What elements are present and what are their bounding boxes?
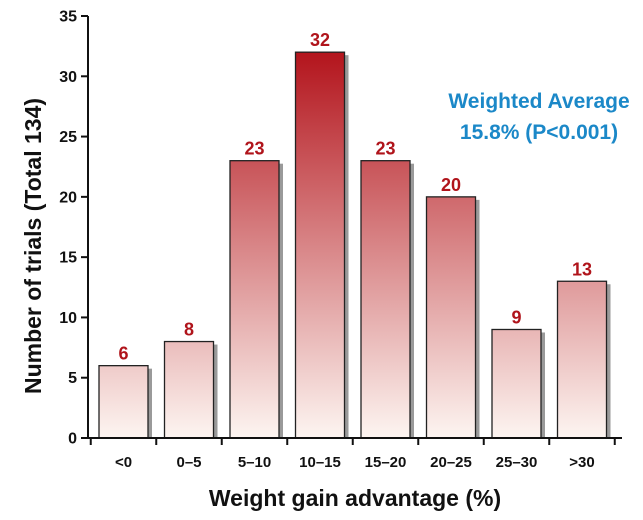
bar [98,365,149,439]
bar [163,340,215,439]
x-tick-label: >30 [569,454,594,471]
x-axis-title: Weight gain advantage (%) [209,485,501,511]
x-tick-label: 15–20 [365,454,407,471]
y-tick-label: 5 [68,370,77,387]
x-tick-label: 5–10 [238,454,271,471]
bar [294,51,346,439]
annotation-weighted-average: Weighted Average [448,90,629,113]
bar-shadow [344,55,349,439]
data-label: 9 [511,307,521,327]
bar-shadow [148,368,152,438]
y-tick-label: 30 [59,69,77,86]
data-label: 8 [184,320,194,340]
data-label: 23 [244,139,264,159]
bars-group [98,51,611,439]
y-tick-label: 15 [59,250,77,267]
bar [360,160,411,439]
data-labels-group: 6 8 23 32 23 20 9 13 [118,30,592,363]
bar [556,280,608,439]
data-label: 23 [375,139,395,159]
bar-shadow [606,284,611,438]
data-label: 32 [310,30,330,50]
data-label: 13 [572,259,592,279]
data-label: 6 [118,344,128,364]
y-tick-label: 0 [68,431,77,448]
data-label: 20 [441,175,461,195]
bar-shadow [410,163,414,438]
bar-shadow [541,332,545,438]
bar [425,196,477,439]
x-tick-label: <0 [115,454,132,471]
annotation-percentage: 15.8% (P<0.001) [460,121,618,144]
bar-shadow [213,344,218,438]
bar [229,160,280,439]
y-axis: 0 5 10 15 20 25 30 35 [59,9,89,448]
y-tick-label: 10 [59,310,77,327]
bar-shadow [279,163,283,438]
bar [491,328,542,439]
x-tick-label: 0–5 [176,454,201,471]
x-axis: <0 0–5 5–10 10–15 15–20 20–25 25–30 >30 [88,437,622,471]
x-tick-label: 20–25 [430,454,472,471]
y-axis-title: Number of trials (Total 134) [20,98,46,394]
y-tick-label: 25 [59,129,77,146]
x-tick-label: 10–15 [299,454,341,471]
bar-shadow [475,199,480,438]
y-tick-label: 35 [59,9,77,26]
x-tick-label: 25–30 [496,454,538,471]
y-tick-label: 20 [59,189,77,206]
